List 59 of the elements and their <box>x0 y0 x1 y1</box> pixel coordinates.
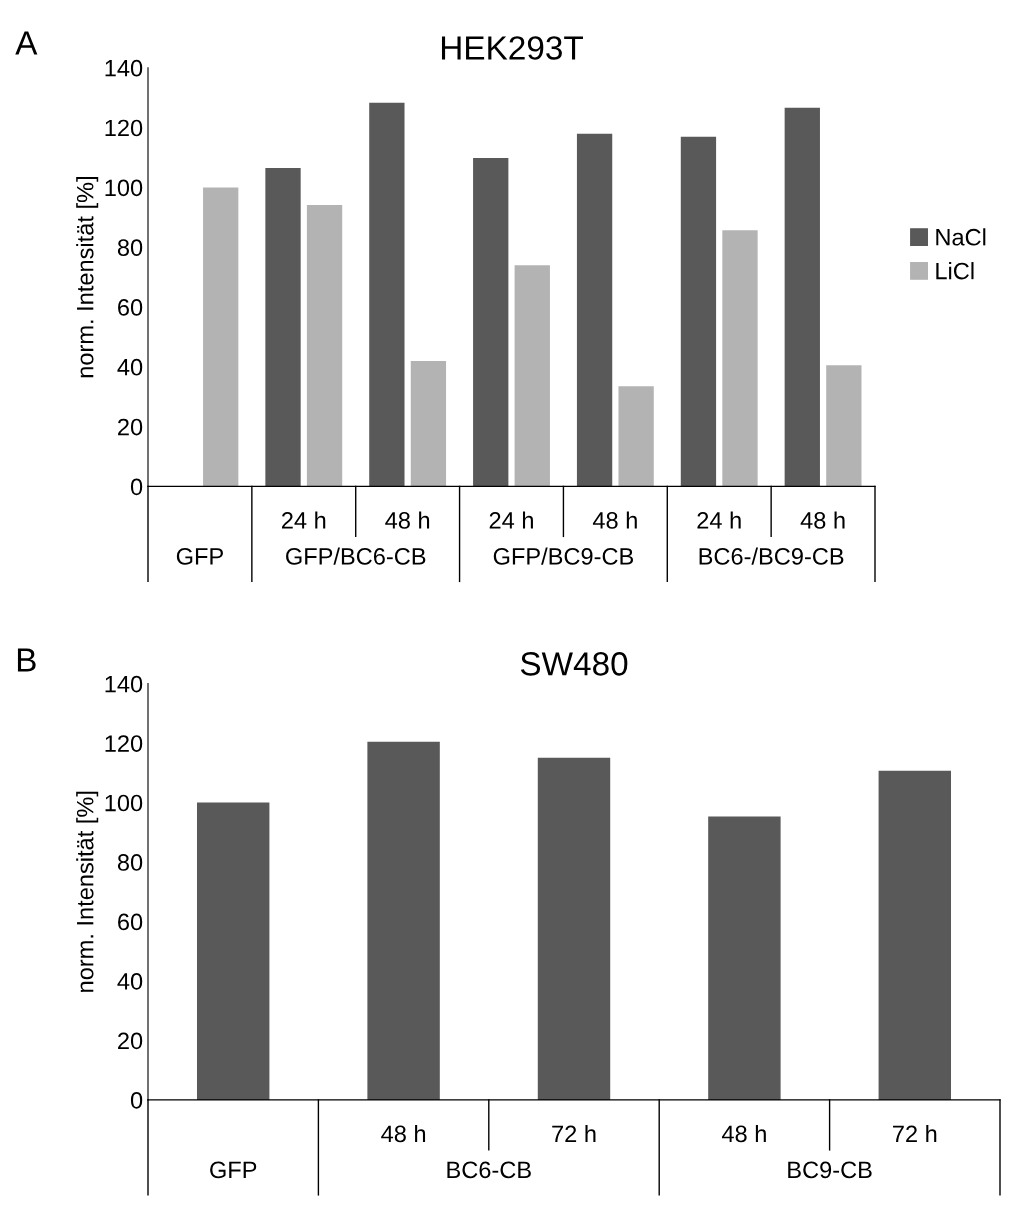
x-tick-label: 72 h <box>552 1124 596 1142</box>
bar <box>878 770 952 1100</box>
y-tick-label: 80 <box>117 239 143 256</box>
x-tick-label: 48 h <box>385 511 430 529</box>
y-tick-label: 60 <box>118 299 143 316</box>
bar <box>514 265 550 487</box>
bar <box>826 365 862 487</box>
text: BC6-CB <box>447 1161 531 1179</box>
text: GFP/BC9-CB <box>493 547 634 565</box>
y-tick-label: 120 <box>105 735 143 752</box>
y-tick-label: 80 <box>117 854 143 871</box>
y-tick-label: 140 <box>105 59 143 77</box>
y-tick-label: 100 <box>105 794 143 812</box>
chart-title: HEK293T <box>441 36 583 60</box>
bar <box>410 361 447 487</box>
y-tick-label: 120 <box>105 119 143 137</box>
y-tick-label: 20 <box>118 418 143 436</box>
y-tick-label: 140 <box>105 675 143 693</box>
text: BC9-CB <box>788 1161 872 1179</box>
y-tick-label: 40 <box>117 973 143 990</box>
y-axis-title: norm. Intensität [%] <box>76 177 99 378</box>
bar <box>473 158 509 487</box>
x-tick-label: 24 h <box>697 511 741 529</box>
x-tick-label: 48 h <box>381 1124 426 1143</box>
bar <box>265 167 301 487</box>
bar <box>722 230 758 487</box>
bar <box>537 757 611 1100</box>
x-tick-label: 48 h <box>592 511 637 529</box>
text: GFP/BC6-CB <box>286 547 426 565</box>
y-axis-title: norm. Intensität [%] <box>76 791 99 992</box>
bar <box>784 107 820 487</box>
y-tick-label: 20 <box>118 1032 143 1050</box>
y-tick-label: 60 <box>118 913 143 931</box>
x-tick-label: 72 h <box>893 1124 937 1142</box>
legend-label: LiCl <box>936 262 974 280</box>
bar <box>576 133 613 487</box>
bar <box>196 802 270 1100</box>
x-tick-label: 24 h <box>282 511 326 529</box>
x-tick-label: 48 h <box>721 1124 766 1143</box>
bar <box>306 205 343 487</box>
x-tick-label: 24 h <box>489 511 533 529</box>
bar <box>367 741 440 1100</box>
bar <box>369 102 405 487</box>
y-tick-label: 40 <box>117 358 143 376</box>
text: BC6-/BC9-CB <box>699 547 844 565</box>
bar <box>680 136 717 487</box>
text: A <box>15 31 38 55</box>
text: GFP <box>176 548 223 565</box>
legend-label: NaCl <box>936 228 986 246</box>
y-tick-label: 100 <box>105 179 143 197</box>
chart-title: SW480 <box>520 652 628 676</box>
y-tick-label: 0 <box>130 1091 143 1109</box>
bar <box>618 386 654 487</box>
y-tick-label: 0 <box>130 478 143 496</box>
text: GFP <box>210 1161 257 1179</box>
text: B <box>17 648 36 672</box>
bar <box>708 816 781 1100</box>
x-tick-label: 48 h <box>800 511 845 529</box>
bar <box>203 187 239 487</box>
